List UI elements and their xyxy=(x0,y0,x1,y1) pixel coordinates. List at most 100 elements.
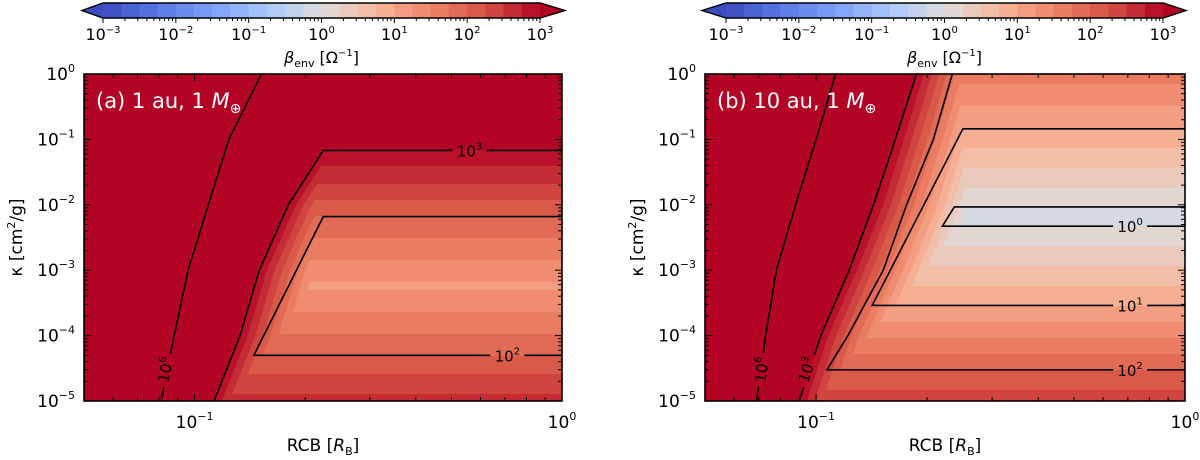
text-part: RCB [ xyxy=(909,436,956,456)
colorbar-tick-label: 100 xyxy=(931,25,958,44)
fill-band xyxy=(705,386,804,389)
y-tick-label: 10−3 xyxy=(37,258,75,281)
colorbar-extend-under xyxy=(82,3,103,18)
fill-band xyxy=(84,388,562,391)
fill-band xyxy=(705,330,1185,333)
fill-band xyxy=(84,252,267,255)
fill-band xyxy=(84,352,562,355)
colorbar-bin xyxy=(1053,3,1073,18)
fill-band xyxy=(705,302,1185,305)
fill-band xyxy=(705,358,1185,361)
fill-band xyxy=(84,206,288,209)
fill-band xyxy=(84,208,562,211)
colorbar-bin xyxy=(285,3,304,18)
fill-band xyxy=(705,220,870,223)
fill-band xyxy=(84,380,562,383)
colorbar-bin xyxy=(448,3,468,18)
tick-exponent: −4 xyxy=(680,324,696,337)
fill-band xyxy=(84,258,265,261)
contour-line-3 xyxy=(798,74,918,401)
colorbar-tick-label: 10−2 xyxy=(781,25,816,44)
contour-label: 106 xyxy=(751,356,773,384)
fill-band xyxy=(84,228,278,231)
fill-band xyxy=(705,252,1185,255)
fill-band xyxy=(705,228,866,231)
filled-contours xyxy=(705,74,1185,401)
fill-band xyxy=(705,268,1185,271)
tick-exponent: −2 xyxy=(802,25,817,36)
colorbar-bin xyxy=(999,3,1018,18)
fill-band xyxy=(84,244,271,247)
fill-band xyxy=(705,304,835,307)
fill-band xyxy=(705,308,833,311)
tick-base: 10 xyxy=(37,196,59,216)
fill-band xyxy=(84,394,217,397)
tick-exponent: 0 xyxy=(68,62,75,75)
fill-band xyxy=(705,336,821,339)
tick-base: 10 xyxy=(46,65,68,85)
colorbar-label: βenv [Ω−1] xyxy=(283,48,359,70)
fill-band xyxy=(84,218,562,221)
fill-band xyxy=(84,200,562,203)
fill-band xyxy=(705,356,1185,359)
fill-band xyxy=(705,310,832,313)
fill-band xyxy=(84,232,276,235)
contour-lines xyxy=(755,74,1185,401)
fill-band xyxy=(705,184,882,187)
fill-band xyxy=(705,138,897,141)
plot-frame xyxy=(83,73,563,402)
fill-band xyxy=(705,238,862,241)
fill-band xyxy=(84,248,269,251)
colorbar-bin xyxy=(212,3,232,18)
colorbar-bin xyxy=(980,3,1000,18)
fill-band xyxy=(84,170,562,173)
fill-band xyxy=(705,352,1185,355)
fill-band xyxy=(84,396,216,399)
fill-band xyxy=(705,274,1185,277)
tick-exponent: −4 xyxy=(59,324,75,337)
fill-band xyxy=(705,100,909,103)
tick-base: 10 xyxy=(1004,25,1024,44)
fill-band xyxy=(84,274,258,277)
fill-band xyxy=(705,302,835,305)
fill-band xyxy=(84,270,260,273)
tick-base: 10 xyxy=(37,130,59,150)
fill-band xyxy=(84,306,249,309)
fill-band xyxy=(84,242,272,245)
tick-exponent: 3 xyxy=(547,25,553,36)
tick-exponent: −5 xyxy=(680,389,696,402)
fill-band xyxy=(705,378,807,381)
y-tick-label: 10−2 xyxy=(37,193,75,216)
fill-band xyxy=(84,374,225,377)
colorbar-tick-label: 10−1 xyxy=(231,25,266,44)
fill-band xyxy=(84,334,562,337)
fill-band xyxy=(84,152,562,155)
colorbar-bin xyxy=(103,3,122,18)
text-part: β xyxy=(283,48,294,67)
fill-band xyxy=(705,106,907,109)
colorbar-bin xyxy=(762,3,782,18)
colorbar-bin xyxy=(175,3,195,18)
contour-lines-masked xyxy=(160,74,562,401)
fill-band xyxy=(705,180,884,183)
fill-band xyxy=(705,182,883,185)
fill-band xyxy=(84,168,312,171)
fill-band xyxy=(84,306,562,309)
fill-band xyxy=(705,358,814,361)
fill-band xyxy=(705,108,906,111)
fill-band xyxy=(84,212,285,215)
fill-band xyxy=(84,196,294,199)
fill-band xyxy=(84,192,296,195)
fill-band xyxy=(84,362,562,365)
contour-label: 101 xyxy=(1117,296,1142,315)
tick-exponent: 0 xyxy=(328,25,334,36)
fill-band xyxy=(84,266,562,269)
fill-band xyxy=(705,206,875,209)
fill-band xyxy=(84,158,562,161)
fill-band xyxy=(705,388,804,391)
fill-band xyxy=(84,310,562,313)
fill-band xyxy=(705,278,1185,281)
y-tick-label: 10−1 xyxy=(37,127,75,150)
fill-band xyxy=(705,90,912,93)
